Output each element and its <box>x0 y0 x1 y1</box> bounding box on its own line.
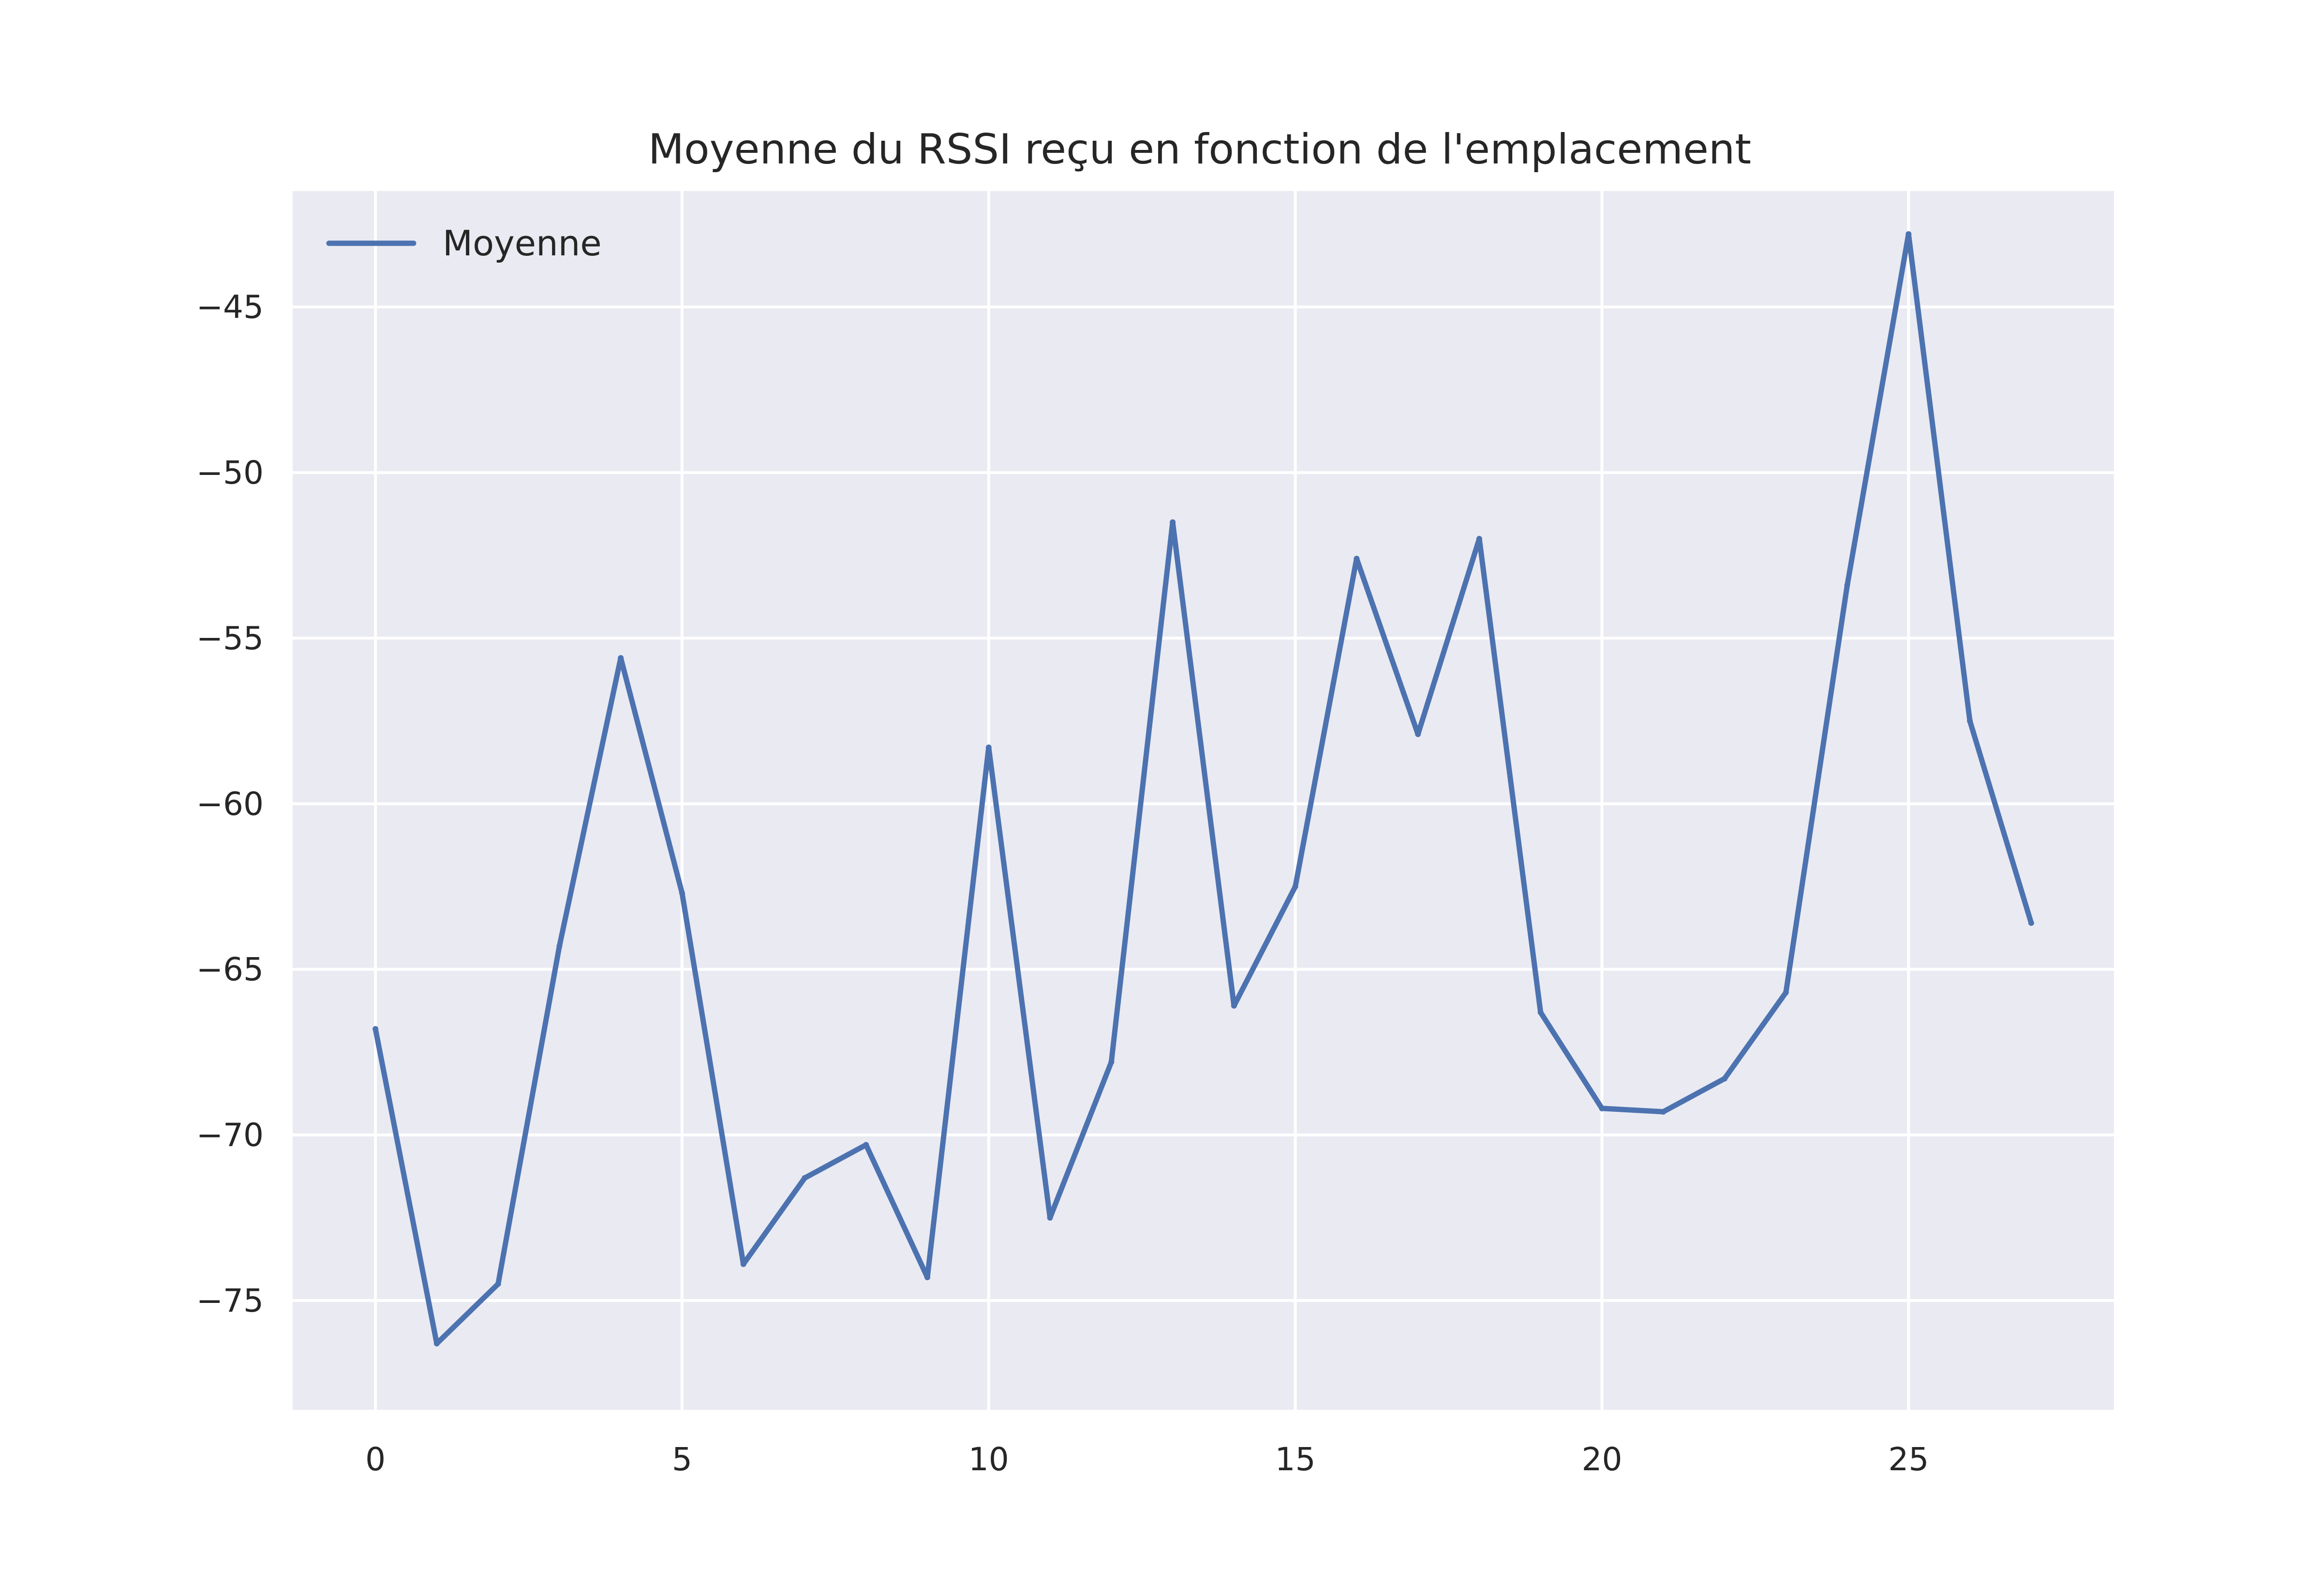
chart-title: Moyenne du RSSI reçu en fonction de l'em… <box>648 125 1751 174</box>
plot-area <box>293 191 2114 1410</box>
data-point <box>1292 884 1298 890</box>
x-axis-ticks: 0 5 10 15 20 25 <box>365 1441 1929 1478</box>
y-tick-label: −75 <box>196 1282 264 1319</box>
y-tick-label: −70 <box>196 1117 264 1154</box>
data-point <box>618 655 624 661</box>
y-tick-label: −50 <box>196 454 264 491</box>
legend: Moyenne <box>326 223 602 264</box>
data-point <box>1722 1076 1728 1082</box>
data-point <box>372 1026 379 1032</box>
series-layer <box>372 231 2034 1347</box>
data-point <box>1537 1009 1544 1016</box>
data-point <box>1354 556 1360 562</box>
x-tick-label: 20 <box>1581 1441 1622 1478</box>
data-point <box>1783 990 1789 996</box>
y-tick-label: −55 <box>196 620 264 657</box>
data-point <box>1660 1108 1667 1115</box>
data-point <box>985 744 992 751</box>
data-point <box>924 1274 931 1281</box>
data-point <box>1108 1059 1115 1065</box>
data-point <box>1967 718 1973 724</box>
x-tick-label: 5 <box>672 1441 692 1478</box>
legend-label-moyenne: Moyenne <box>443 223 602 264</box>
grid-lines <box>293 191 2114 1410</box>
data-point <box>740 1261 746 1267</box>
data-point <box>863 1142 869 1148</box>
data-point <box>1170 519 1176 525</box>
data-point <box>433 1341 440 1347</box>
x-tick-label: 10 <box>968 1441 1009 1478</box>
data-point <box>1231 1003 1237 1009</box>
data-point <box>1415 731 1421 738</box>
y-tick-label: −45 <box>196 289 264 326</box>
x-tick-label: 15 <box>1275 1441 1316 1478</box>
data-point <box>1047 1214 1053 1221</box>
data-point <box>1905 231 1912 237</box>
series-line-moyenne <box>372 231 2034 1346</box>
y-tick-label: −65 <box>196 951 264 988</box>
data-point <box>2028 920 2034 926</box>
data-point <box>556 943 563 949</box>
y-tick-label: −60 <box>196 785 264 823</box>
data-point <box>1844 582 1850 588</box>
x-tick-label: 25 <box>1888 1441 1929 1478</box>
data-point <box>495 1281 501 1287</box>
data-point <box>1476 536 1482 542</box>
data-point <box>679 890 685 896</box>
data-point <box>1599 1105 1605 1111</box>
x-tick-label: 0 <box>365 1441 386 1478</box>
data-point <box>802 1175 808 1181</box>
y-axis-ticks: −45 −50 −55 −60 −65 −70 −75 <box>196 289 264 1319</box>
